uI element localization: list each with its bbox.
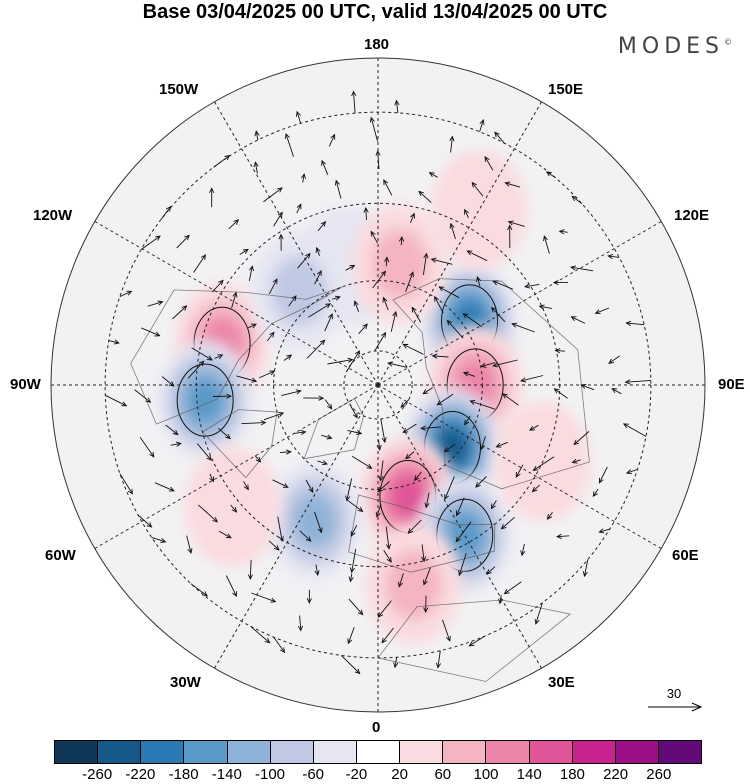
lon-label-60e: 60E: [672, 548, 699, 564]
colorbar-swatch: [271, 741, 314, 763]
lon-label-120e: 120E: [674, 208, 709, 224]
lon-label-120w: 120W: [33, 208, 72, 224]
lon-label-30e: 30E: [548, 675, 575, 691]
colorbar-tick-label: -20: [346, 766, 368, 783]
colorbar-swatch: [314, 741, 357, 763]
colorbar-tick-label: 20: [391, 766, 408, 783]
colorbar-swatch: [184, 741, 227, 763]
colorbar-swatch: [357, 741, 400, 763]
colorbar-swatch: [400, 741, 443, 763]
colorbar-tick-label: 140: [517, 766, 542, 783]
lon-label-150w: 150W: [159, 82, 198, 98]
colorbar-tick-label: 60: [434, 766, 451, 783]
negative-anomaly: [267, 461, 363, 581]
colorbar-swatch: [228, 741, 271, 763]
colorbar-tick-label: -180: [169, 766, 199, 783]
colorbar-swatch: [573, 741, 616, 763]
colorbar-tick-label: 260: [646, 766, 671, 783]
colorbar-swatch: [530, 741, 573, 763]
colorbar-swatch: [98, 741, 141, 763]
lon-label-90e: 90E: [718, 377, 745, 393]
colorbar-swatch: [443, 741, 486, 763]
lon-label-180: 180: [364, 37, 389, 53]
positive-anomaly: [365, 525, 461, 645]
colorbar-tick-label: -100: [255, 766, 285, 783]
positive-anomaly: [431, 149, 527, 269]
colorbar-swatch: [659, 741, 701, 763]
polar-map: [0, 0, 750, 735]
colorbar-tick-label: 100: [473, 766, 498, 783]
colorbar-tick-label: -140: [212, 766, 242, 783]
colorbar-swatch: [616, 741, 659, 763]
colorbar-ticks: -260 -220 -180 -140 -100 -60 -20 20 60 100 140 180 2…: [0, 766, 750, 784]
colorbar: [54, 740, 702, 764]
lon-label-60w: 60W: [45, 548, 76, 564]
lon-label-0: 0: [372, 720, 380, 736]
lon-label-150e: 150E: [548, 82, 583, 98]
lon-label-90w: 90W: [10, 377, 41, 393]
colorbar-tick-label: -260: [82, 766, 112, 783]
reference-arrow-icon: [648, 686, 708, 716]
colorbar-swatch: [486, 741, 529, 763]
lon-label-30w: 30W: [170, 675, 201, 691]
colorbar-swatch: [55, 741, 98, 763]
colorbar-tick-label: -60: [302, 766, 324, 783]
colorbar-tick-label: 180: [560, 766, 585, 783]
colorbar-swatch: [141, 741, 184, 763]
colorbar-tick-label: 220: [603, 766, 628, 783]
reference-vector: 30: [648, 686, 708, 716]
colorbar-tick-label: -220: [125, 766, 155, 783]
